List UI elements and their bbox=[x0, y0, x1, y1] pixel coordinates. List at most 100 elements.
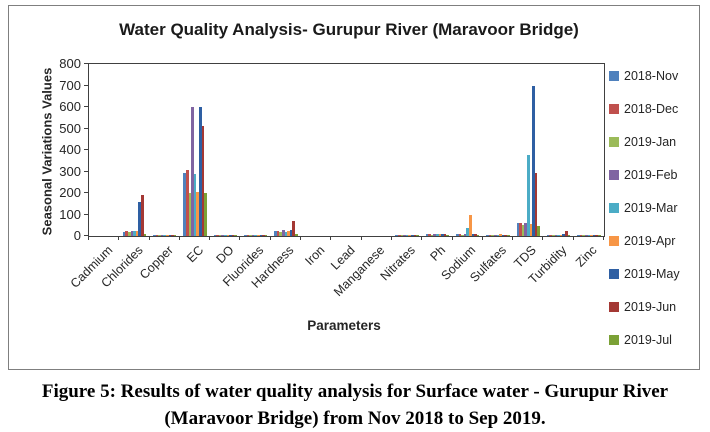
legend-item-2019-Jul: 2019-Jul bbox=[609, 333, 697, 347]
bar-Zinc-2019-May bbox=[592, 235, 596, 236]
bar-Nitrates-2019-Feb bbox=[403, 235, 406, 236]
bar-Ph-2019-Jan bbox=[430, 234, 434, 236]
bar-TDS-2019-Jun bbox=[534, 172, 538, 236]
y-tick-label-0: 0 bbox=[73, 228, 81, 243]
bar-EC-2019-Apr bbox=[196, 191, 199, 236]
bar-Nitrates-2019-Jul bbox=[416, 235, 419, 236]
bar-Ph-2019-Feb bbox=[433, 234, 437, 236]
y-tick-mark bbox=[84, 170, 88, 172]
y-tick-mark bbox=[84, 235, 88, 236]
bar-Fluorides-2019-Jan bbox=[249, 235, 252, 236]
bar-EC-2018-Dec bbox=[185, 170, 189, 236]
legend-item-2018-Nov: 2018-Nov bbox=[609, 69, 697, 83]
bar-Turbidity-2019-Mar bbox=[557, 234, 560, 236]
x-category-label-EC: EC bbox=[183, 243, 206, 266]
bar-DO-2019-Mar bbox=[224, 234, 227, 236]
legend-swatch-icon bbox=[609, 71, 619, 81]
bar-DO-2019-Jul bbox=[234, 234, 238, 236]
bar-Sodium-2019-Jun bbox=[474, 234, 477, 236]
plot-area bbox=[88, 63, 605, 237]
legend-label: 2019-Feb bbox=[624, 168, 678, 182]
legend-item-2018-Dec: 2018-Dec bbox=[609, 102, 697, 116]
x-tick-mark bbox=[481, 236, 483, 240]
bar-Turbidity-2019-Jan bbox=[552, 235, 555, 236]
bar-Chlorides-2019-May bbox=[138, 201, 141, 236]
bar-Hardness-2019-Mar bbox=[284, 231, 288, 236]
x-tick-mark bbox=[178, 236, 180, 240]
x-tick-mark bbox=[572, 236, 574, 240]
bar-Hardness-2019-Jul bbox=[295, 233, 298, 236]
bar-Chlorides-2018-Nov bbox=[122, 231, 126, 236]
x-tick-mark bbox=[269, 236, 271, 240]
legend-item-2019-Mar: 2019-Mar bbox=[609, 201, 697, 215]
figure-box: Water Quality Analysis- Gurupur River (M… bbox=[8, 5, 700, 370]
legend-item-2019-Apr: 2019-Apr bbox=[609, 234, 697, 248]
y-tick-label-200: 200 bbox=[59, 185, 81, 200]
bar-TDS-2018-Dec bbox=[519, 223, 522, 236]
caption-line-2: (Maravoor Bridge) from Nov 2018 to Sep 2… bbox=[164, 408, 546, 429]
bar-Turbidity-2019-Feb bbox=[554, 235, 558, 236]
bar-Zinc-2019-Jul bbox=[597, 235, 601, 236]
bar-Nitrates-2019-Jan bbox=[400, 235, 404, 236]
legend-item-2019-May: 2019-May bbox=[609, 267, 697, 281]
bar-Sodium-2019-Feb bbox=[463, 234, 467, 236]
bar-Sulfates-2019-Jun bbox=[504, 234, 508, 236]
bar-Ph-2019-Jul bbox=[446, 234, 450, 236]
legend-label: 2019-Jun bbox=[624, 300, 677, 314]
bar-Sodium-2019-Jul bbox=[476, 234, 480, 236]
bar-Copper-2019-May bbox=[168, 235, 172, 236]
legend-swatch-icon bbox=[609, 236, 619, 246]
y-tick-label-300: 300 bbox=[59, 163, 81, 179]
legend-swatch-icon bbox=[609, 302, 619, 312]
bar-TDS-2019-Mar bbox=[526, 155, 530, 236]
bar-DO-2019-Jan bbox=[218, 234, 222, 236]
x-tick-mark bbox=[239, 236, 241, 240]
bar-Zinc-2019-Jun bbox=[595, 235, 598, 236]
bar-Nitrates-2019-Apr bbox=[408, 235, 411, 236]
bar-Sulfates-2019-Feb bbox=[494, 234, 497, 236]
x-tick-mark bbox=[209, 236, 211, 240]
bar-Zinc-2019-Apr bbox=[590, 235, 593, 236]
y-tick-label-500: 500 bbox=[59, 120, 81, 136]
legend-swatch-icon bbox=[609, 335, 619, 345]
bar-Copper-2019-Feb bbox=[160, 235, 164, 236]
bar-Chlorides-2019-Jan bbox=[127, 231, 131, 236]
x-tick-mark bbox=[542, 236, 544, 240]
legend-swatch-icon bbox=[609, 203, 619, 213]
y-tick-mark bbox=[84, 213, 88, 215]
legend-item-2019-Jan: 2019-Jan bbox=[609, 135, 697, 149]
bar-EC-2019-Jul bbox=[204, 193, 207, 236]
x-tick-mark bbox=[330, 236, 332, 240]
chart-title: Water Quality Analysis- Gurupur River (M… bbox=[119, 20, 579, 39]
x-category-label-DO: DO bbox=[213, 243, 237, 267]
bar-DO-2018-Dec bbox=[216, 234, 219, 236]
bar-Sulfates-2019-Mar bbox=[496, 234, 500, 236]
bar-Sulfates-2019-Jan bbox=[491, 235, 495, 236]
legend-item-2019-Feb: 2019-Feb bbox=[609, 168, 697, 182]
bar-Fluorides-2019-Apr bbox=[256, 235, 260, 236]
bar-EC-2019-May bbox=[198, 107, 202, 236]
bar-Copper-2019-Jun bbox=[171, 235, 174, 236]
bar-Copper-2019-Apr bbox=[166, 235, 169, 236]
bar-Zinc-2019-Feb bbox=[584, 235, 588, 236]
y-tick-label-800: 800 bbox=[59, 56, 81, 71]
bar-TDS-2019-Apr bbox=[529, 224, 533, 236]
y-tick-label-400: 400 bbox=[59, 142, 81, 157]
x-category-label-Ph: Ph bbox=[427, 243, 449, 264]
bar-Zinc-2018-Nov bbox=[577, 235, 580, 236]
bar-Zinc-2018-Dec bbox=[579, 235, 583, 236]
bar-Chlorides-2019-Apr bbox=[135, 230, 139, 236]
bar-Turbidity-2018-Dec bbox=[549, 235, 553, 236]
figure-caption: Figure 5: Results of water quality analy… bbox=[0, 378, 710, 432]
bar-DO-2018-Nov bbox=[213, 234, 217, 236]
legend-label: 2018-Dec bbox=[624, 102, 679, 116]
bar-Sulfates-2019-May bbox=[501, 234, 505, 236]
bar-TDS-2019-Jan bbox=[521, 225, 525, 236]
bar-Nitrates-2018-Nov bbox=[395, 235, 398, 236]
y-tick-mark bbox=[84, 192, 88, 193]
bar-EC-2019-Feb bbox=[191, 107, 194, 236]
bar-Nitrates-2019-Mar bbox=[405, 235, 409, 236]
x-tick-mark bbox=[88, 236, 89, 240]
bar-Fluorides-2019-Mar bbox=[254, 235, 257, 236]
bar-DO-2019-May bbox=[229, 234, 232, 236]
